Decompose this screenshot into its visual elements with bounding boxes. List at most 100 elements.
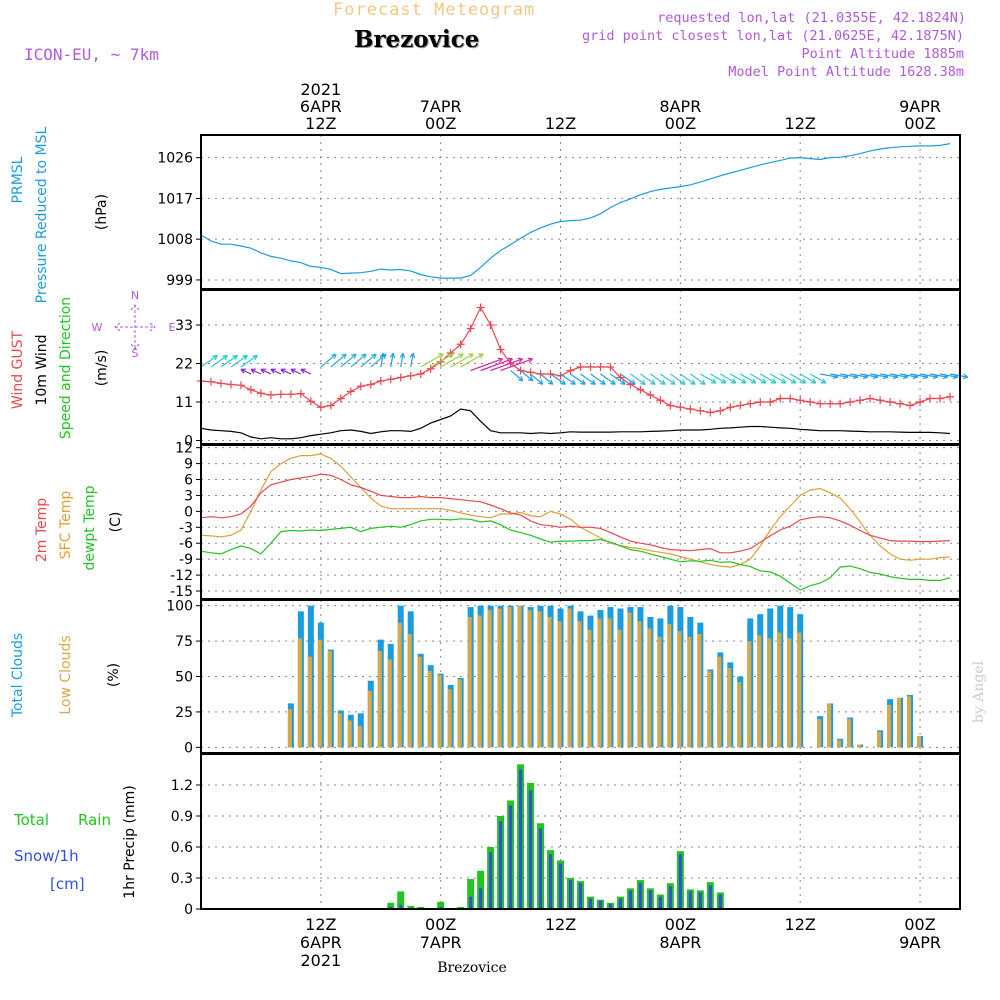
low-clouds-bar (897, 697, 902, 748)
wind-arrowhead (690, 379, 696, 385)
top-time-label: 8APR (659, 97, 701, 116)
wind-arrow (600, 373, 616, 385)
low-clouds-bar (487, 609, 492, 748)
gust-marker (246, 385, 255, 394)
low-clouds-bar (767, 638, 772, 748)
low-clouds-bar (367, 690, 372, 748)
clouds-ytick-label: 100 (166, 599, 193, 615)
wind-arrowhead (750, 378, 757, 384)
total-rain-bar (397, 891, 405, 909)
total-label: Total (13, 811, 49, 829)
wind-arrow (730, 373, 747, 384)
gust-marker (486, 321, 495, 329)
model-point-altitude: Model Point Altitude 1628.38m (728, 64, 964, 80)
temperature-ytick-label: 12 (175, 441, 193, 457)
snow-bar (529, 790, 533, 909)
temperature-ytick-label: 9 (184, 457, 193, 473)
wind-arrow (820, 373, 839, 378)
wind-arrow (420, 353, 444, 368)
gust-marker (306, 397, 315, 406)
wind-arrowhead (650, 379, 656, 385)
wind-arrowhead (790, 378, 797, 384)
top-time-label: 12Z (785, 114, 816, 133)
low-clouds-bar (607, 618, 612, 748)
low-clouds-bar (637, 621, 642, 748)
wind-10m-line (200, 408, 951, 440)
gust-marker (356, 382, 365, 391)
watermark: by Angel (971, 660, 987, 723)
wind-arrow (240, 355, 258, 368)
low-clouds-bars (287, 605, 922, 748)
low-clouds-bar (577, 621, 582, 748)
footer-location: Brezovice (437, 960, 507, 976)
wind-arrow (200, 355, 218, 368)
gust-marker (936, 394, 945, 403)
low-clouds-bar (477, 615, 482, 748)
low-clouds-bar (407, 634, 412, 748)
low-clouds-bar (537, 611, 542, 748)
wind-arrow (390, 353, 394, 368)
gust-marker (396, 373, 405, 382)
total-rain-bar (387, 902, 395, 909)
snow-bar (569, 880, 573, 909)
wind-arrow (720, 373, 737, 384)
top-time-label: 9APR (899, 97, 941, 116)
wind-arrowhead (222, 354, 228, 361)
low-clouds-bar (507, 607, 512, 748)
wind-arrowhead (720, 378, 727, 384)
bottom-time-label: 7APR (420, 933, 462, 952)
location-title: Brezovice (354, 26, 480, 53)
temperature-ytick-label: -9 (179, 552, 193, 568)
gust-marker (696, 406, 705, 415)
wind-arrowhead (300, 368, 306, 374)
low-clouds-bar (517, 605, 522, 748)
wind-arrow (710, 373, 727, 384)
wind-arrowhead (800, 378, 807, 384)
wind-arrowhead (232, 354, 238, 361)
compass-south: S (132, 347, 139, 360)
sfc-temp-line (200, 453, 951, 568)
low-clouds-bar (317, 639, 322, 748)
wind-arrowhead (351, 353, 357, 359)
wind-arrowhead (580, 379, 586, 385)
temperature-ytick-label: 0 (184, 504, 193, 520)
gust-marker (666, 401, 675, 410)
gust-marker (906, 401, 915, 410)
wind-arrow (250, 368, 262, 375)
bottom-time-label: 12Z (545, 915, 576, 934)
gust-marker (706, 408, 715, 417)
top-time-label: 00Z (425, 114, 456, 133)
sfc-temp-label: SFC Temp (58, 491, 74, 560)
low-clouds-bar (747, 641, 752, 748)
wind-arrow (949, 373, 968, 378)
wind-arrow (749, 373, 767, 384)
low-clouds-bar (887, 704, 892, 748)
wind-arrow (660, 373, 676, 385)
gust-marker (816, 399, 825, 408)
gust-marker (526, 368, 535, 377)
low-clouds-bar (777, 632, 782, 748)
snow-bar (519, 769, 523, 909)
low-clouds-bar (357, 726, 362, 748)
low-clouds-bar (837, 740, 842, 748)
wind-arrowhead (700, 379, 706, 385)
low-clouds-bar (707, 670, 712, 748)
temperature-ytick-label: -6 (179, 536, 193, 552)
wind-arrow (230, 355, 248, 368)
low-clouds-bar (737, 682, 742, 748)
wind-arrow (210, 355, 228, 368)
gust-marker (946, 392, 955, 401)
wind-arrow (840, 373, 858, 378)
grid-lines (196, 135, 960, 910)
low-clouds-bar (627, 612, 632, 748)
gust-marker (576, 363, 585, 371)
prmsl-full-label: Pressure Reduced to MSL (34, 126, 50, 303)
precipitation-ytick-label: 0 (184, 902, 193, 918)
wind-arrow (330, 353, 347, 368)
wind-arrowhead (590, 379, 596, 385)
wind-arrowhead (810, 378, 817, 384)
wind-arrow (380, 353, 384, 368)
low-clouds-bar (647, 628, 652, 748)
wind-arrow (580, 373, 596, 385)
clouds-unit-label: (%) (106, 663, 122, 687)
